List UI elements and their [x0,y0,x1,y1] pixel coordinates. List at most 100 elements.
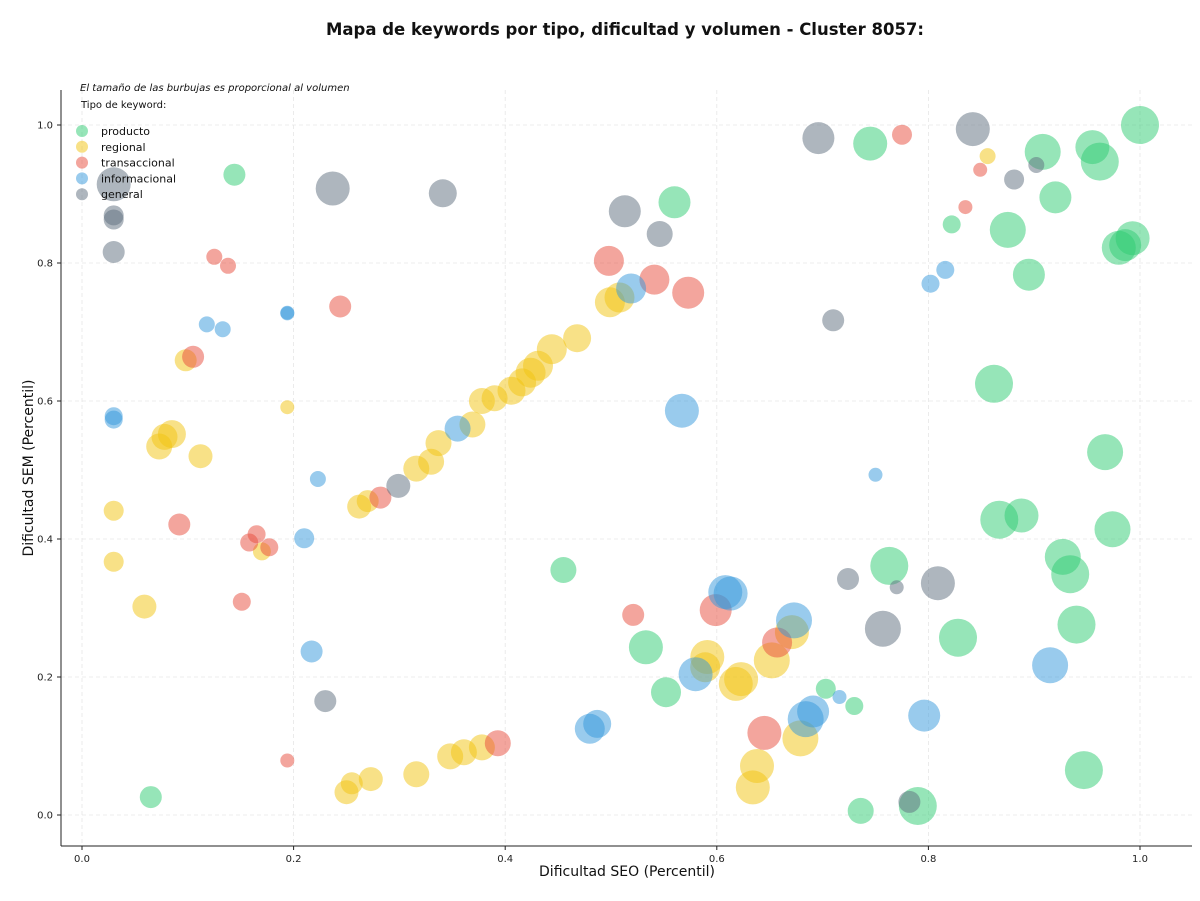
bubble-general [386,473,411,498]
bubble-informacional [921,274,940,293]
bubble-informacional [713,576,748,611]
bubble-producto [139,786,162,809]
bubble-transaccional [622,603,645,626]
bubble-producto [845,697,864,715]
bubble-informacional [1032,647,1069,684]
bubble-informacional [309,471,326,487]
bubble-general [314,690,337,713]
bubble-general [428,179,457,208]
bubble-regional [358,767,383,792]
legend: producto regional transaccional informacion… [76,125,176,201]
bubbles [96,106,1159,825]
bubble-general [315,171,350,206]
bubble-regional [724,662,759,697]
legend-marker-transaccional [76,156,88,169]
bubble-general [955,112,990,147]
bubble-general [1028,157,1045,173]
legend-marker-general [76,188,88,201]
bubble-regional [188,444,213,469]
bubble-regional [563,324,592,353]
y-tick-label: 0.4 [37,535,53,546]
bubble-general [608,195,641,228]
x-tick-label: 0.6 [709,854,725,865]
bubble-informacional [104,410,123,429]
bubble-transaccional [958,200,973,215]
y-tick-label: 0.8 [37,259,53,270]
bubble-transaccional [369,486,392,509]
bubble-producto [1094,511,1131,548]
legend-label-transaccional: transaccional [101,157,175,170]
bubble-transaccional [206,248,223,265]
bubble-transaccional [220,257,236,274]
bubble-general [920,566,955,601]
bubble-producto [989,211,1026,248]
bubble-informacional [908,699,941,732]
bubble-producto [815,678,836,699]
bubble-general [864,610,901,647]
bubble-transaccional [329,295,352,318]
bubble-informacional [198,316,215,333]
bubble-informacional [868,467,883,482]
legend-label-producto: producto [101,125,150,138]
bubble-regional [280,400,295,415]
y-tick-label: 1.0 [37,121,53,132]
bubble-informacional [280,306,295,321]
bubble-producto [1115,221,1150,256]
bubble-transaccional [260,538,279,557]
bubble-informacional [300,640,323,663]
y-tick-label: 0.6 [37,397,53,408]
x-tick-label: 0.8 [920,854,936,865]
bubble-transaccional [484,730,511,757]
x-tick-label: 0.0 [74,854,90,865]
bubble-informacional [214,321,231,338]
size-note: El tamaño de las burbujas es proporciona… [80,83,350,94]
bubble-general [102,241,125,263]
bubble-producto [870,546,909,585]
bubble-general [889,580,904,595]
bubble-producto [1121,106,1159,144]
bubble-producto [975,364,1013,403]
bubble-regional [425,430,452,457]
bubble-general [802,122,835,155]
ticks: 0.0 0.0 0.2 0.2 0.4 0.4 0.6 0.6 0.8 0.8 1.0 1.0 [37,121,1148,866]
bubble-producto [939,618,977,657]
bubble-transaccional [232,592,251,611]
bubble-producto [942,215,961,234]
legend-marker-informacional [76,172,88,185]
bubble-producto [847,797,874,824]
legend-marker-regional [76,140,88,153]
bubble-transaccional [639,264,670,295]
bubble-informacional [776,602,812,639]
bubble-informacional [678,657,713,692]
bubble-producto [1057,605,1096,644]
bubble-producto [1087,434,1124,471]
bubble-general [103,209,124,230]
bubble-transaccional [168,513,191,536]
bubble-regional [103,500,124,521]
y-tick-label: 0.2 [37,673,53,684]
bubble-informacional [616,273,647,304]
bubble-general [898,790,921,813]
bubble-producto [1051,555,1090,594]
bubble-regional [536,334,567,365]
legend-title: Tipo de keyword: [80,100,166,111]
bubble-transaccional [973,162,988,177]
x-tick-label: 0.4 [497,854,513,865]
legend-label-informacional: informacional [101,172,176,185]
bubble-regional [132,594,157,619]
bubble-general [646,221,673,247]
y-tick-label: 0.0 [37,811,53,822]
bubble-regional [403,761,430,788]
bubble-regional [979,148,996,165]
bubble-general [837,568,859,590]
bubble-transaccional [593,245,624,276]
chart-title: Mapa de keywords por tipo, dificultad y … [325,20,925,39]
axes [60,90,1192,847]
x-tick-label: 0.2 [286,854,302,865]
bubble-producto [1039,181,1072,214]
bubble-informacional [294,528,315,549]
x-tick-label: 1.0 [1132,854,1148,865]
bubble-producto [628,630,663,665]
bubble-producto [1064,751,1103,790]
